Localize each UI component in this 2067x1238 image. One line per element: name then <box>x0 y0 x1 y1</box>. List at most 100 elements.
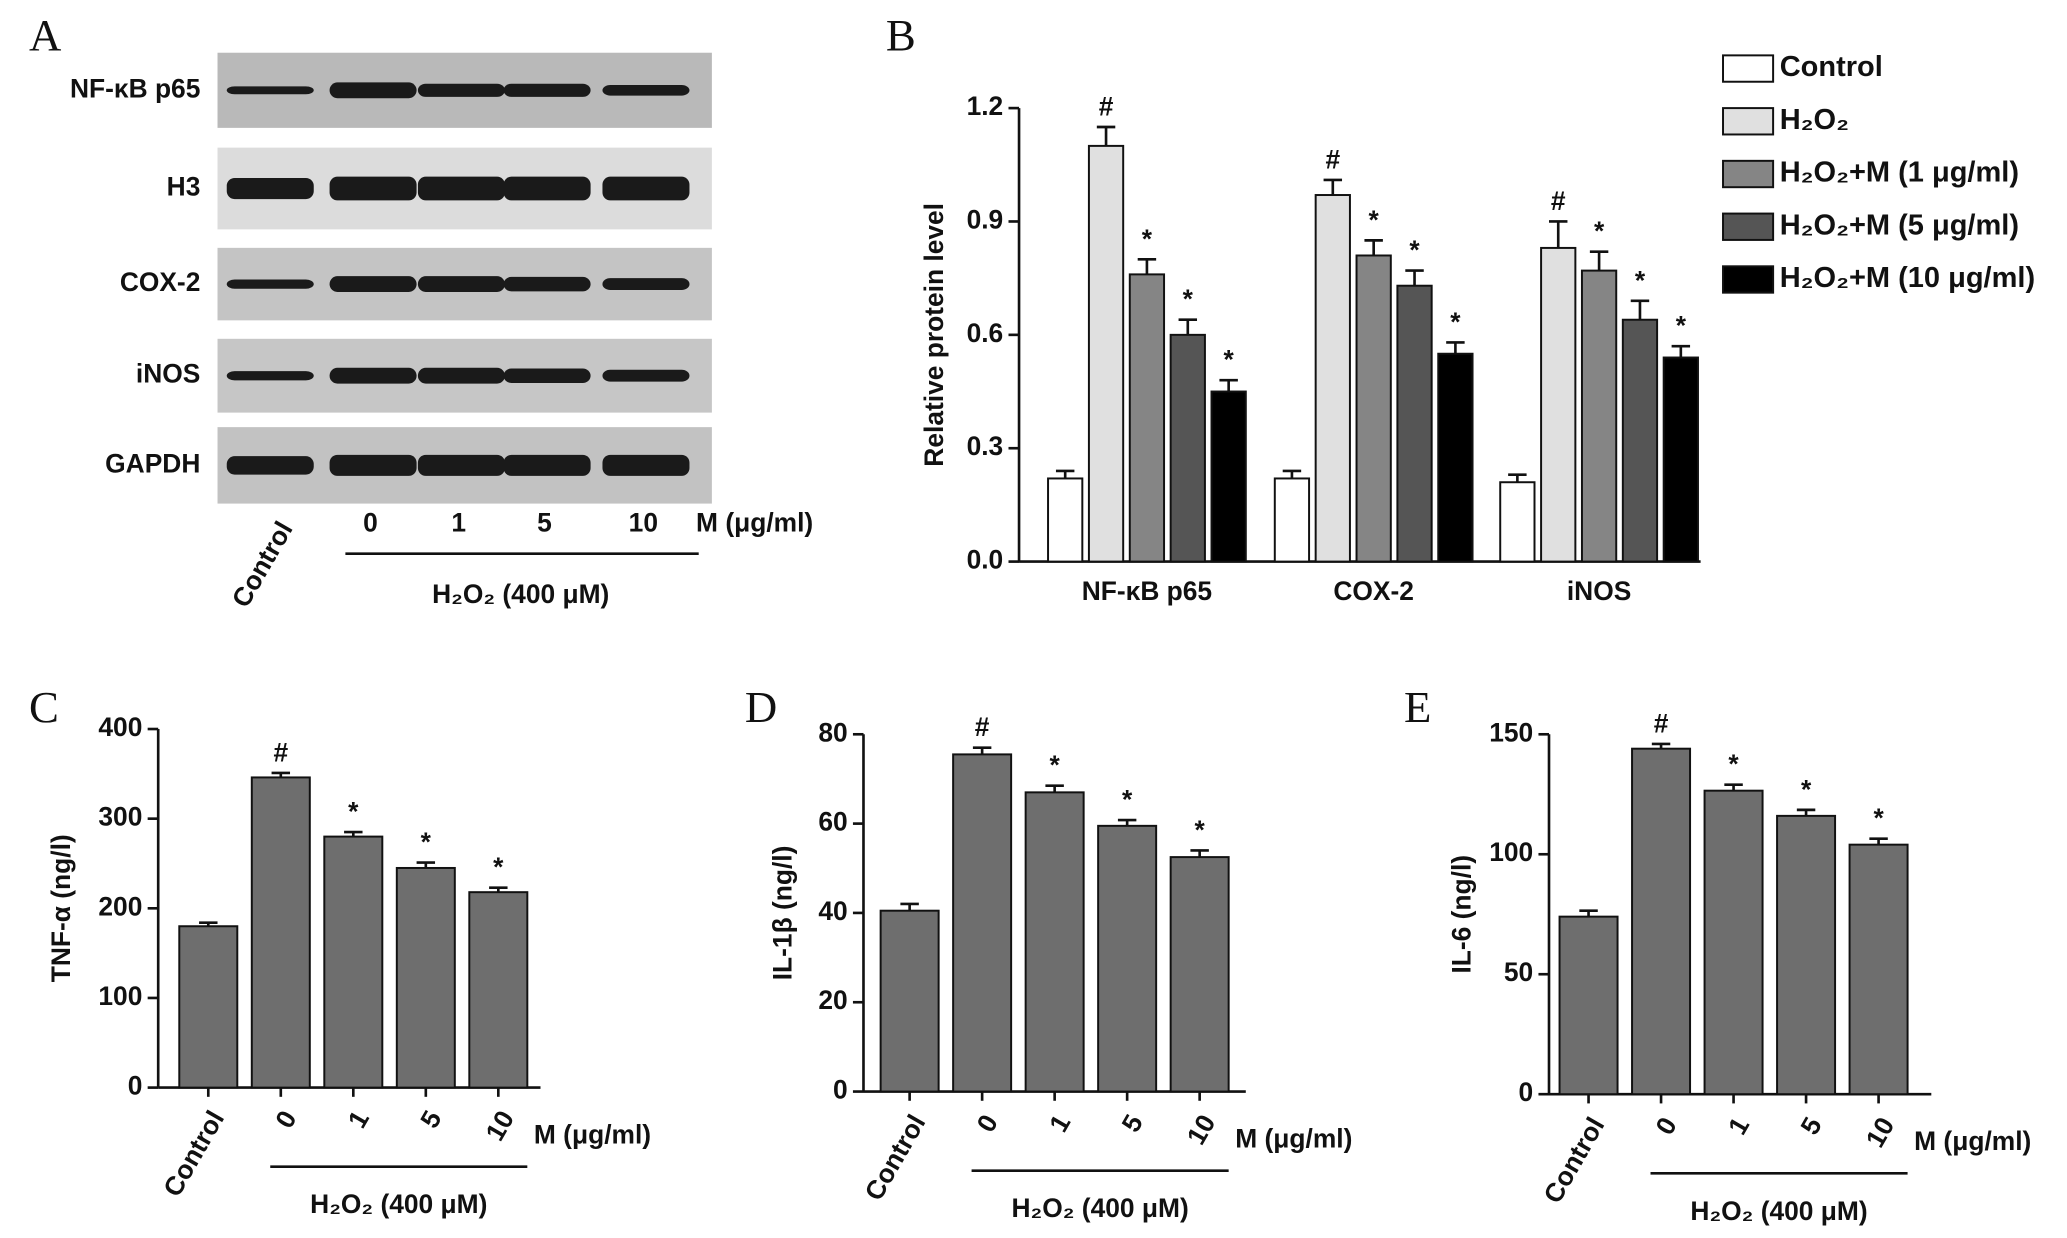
x-tick-label: 1 <box>1043 1109 1076 1137</box>
bar <box>1047 477 1084 563</box>
error-bar <box>1549 220 1568 248</box>
legend-label: H₂O₂ <box>1780 104 1849 136</box>
bar <box>1024 791 1085 1093</box>
blot-lane-label: 5 <box>537 508 552 538</box>
error-bar <box>1796 808 1816 816</box>
blot-band <box>226 371 314 381</box>
y-tick-label: 40 <box>818 896 847 926</box>
x-tick-label: COX-2 <box>1333 576 1414 606</box>
bar <box>1169 333 1206 563</box>
bar <box>1210 390 1247 563</box>
error-bar <box>1178 318 1198 335</box>
y-tick-label: 200 <box>98 891 142 921</box>
blot-row-label: GAPDH <box>105 448 200 478</box>
panel-letter: A <box>29 10 62 60</box>
x-unit: M (μg/ml) <box>534 1119 651 1149</box>
blot-band <box>417 83 505 97</box>
y-tick-label: 300 <box>98 802 142 832</box>
significance-mark: * <box>1728 749 1739 779</box>
y-tick-label: 0.0 <box>967 545 1004 575</box>
error-bar <box>1055 469 1075 479</box>
y-tick-label: 0 <box>1519 1077 1534 1107</box>
bar <box>1621 318 1659 563</box>
x-tick-label: 10 <box>1181 1109 1222 1149</box>
bar <box>879 909 940 1093</box>
group-label: H₂O₂ (400 μM) <box>310 1189 487 1219</box>
x-unit: M (μg/ml) <box>1914 1126 2031 1156</box>
blot-band <box>503 276 591 292</box>
significance-mark: * <box>1409 235 1420 265</box>
figure-content: A NF-κB p65 H3 COX-2 iNOS GAPDH Control 0 1 5 10 M … <box>29 10 2035 1226</box>
blot-row-label: iNOS <box>136 359 200 389</box>
group-label: H₂O₂ (400 μM) <box>1690 1196 1867 1226</box>
blot-band <box>503 454 591 476</box>
y-tick-label: 20 <box>818 985 847 1015</box>
legend-label: H₂O₂+M (5 μg/ml) <box>1780 209 2019 241</box>
y-tick-label: 0.3 <box>967 431 1004 461</box>
x-tick-label: NF-κB p65 <box>1082 576 1212 606</box>
panel-letter: C <box>29 682 59 732</box>
blot-lane-label: 10 <box>629 508 658 538</box>
significance-mark: * <box>1142 224 1153 254</box>
significance-mark: * <box>348 797 359 827</box>
blot-band <box>226 86 314 95</box>
error-bar <box>1589 250 1609 271</box>
x-tick-label: 0 <box>971 1109 1004 1137</box>
error-bar <box>1869 837 1888 845</box>
significance-mark: * <box>1183 284 1194 314</box>
blot-band <box>602 369 690 382</box>
blot-band <box>602 454 690 476</box>
blot-band <box>602 176 690 201</box>
y-axis-title: IL-1β (ng/l) <box>767 846 797 981</box>
x-unit: M (μg/ml) <box>1235 1123 1352 1153</box>
error-bar <box>1282 469 1302 479</box>
bar <box>1396 284 1433 563</box>
blot-band <box>329 82 417 99</box>
significance-mark: * <box>421 827 432 857</box>
error-bar <box>1671 344 1691 358</box>
legend-swatch <box>1722 54 1775 83</box>
significance-mark: * <box>1050 750 1061 780</box>
error-bar <box>1096 125 1116 146</box>
legend-swatch <box>1722 159 1775 189</box>
blot-row-label: H3 <box>167 171 201 201</box>
y-tick-label: 50 <box>1504 957 1533 987</box>
y-tick-label: 150 <box>1489 717 1533 747</box>
legend-swatch <box>1722 107 1775 136</box>
bar <box>1169 856 1230 1093</box>
significance-mark: # <box>1325 144 1340 174</box>
blot-band <box>226 456 314 475</box>
significance-mark: # <box>975 712 990 742</box>
blot-band <box>503 83 591 97</box>
blot-band <box>329 367 417 384</box>
y-tick-label: 100 <box>98 981 142 1011</box>
error-bar <box>900 902 919 911</box>
bar <box>1499 481 1536 563</box>
blot-lane-label: Control <box>226 516 299 612</box>
blot-band <box>503 368 591 383</box>
significance-mark: * <box>1873 803 1884 833</box>
group-label: H₂O₂ (400 μM) <box>1012 1193 1189 1223</box>
significance-mark: * <box>493 852 504 882</box>
x-tick-label: 10 <box>1860 1112 1901 1152</box>
blot-band <box>226 279 314 289</box>
x-tick-label: 5 <box>1116 1109 1149 1137</box>
error-bar <box>1364 239 1383 256</box>
blot-band <box>602 85 690 96</box>
significance-mark: # <box>273 737 288 767</box>
y-tick-label: 400 <box>98 712 142 742</box>
error-bar <box>1579 909 1598 917</box>
y-tick-label: 0 <box>128 1071 143 1101</box>
significance-mark: # <box>1551 186 1566 216</box>
error-bar <box>1446 341 1465 354</box>
y-tick-label: 0.9 <box>967 204 1004 234</box>
bar <box>1128 273 1166 563</box>
bar <box>395 866 456 1089</box>
group-label: H₂O₂ (400 μM) <box>432 579 609 609</box>
x-tick-label: 5 <box>414 1105 447 1133</box>
significance-mark: # <box>1099 92 1114 122</box>
significance-mark: * <box>1195 815 1206 845</box>
y-tick-label: 0.6 <box>967 318 1004 348</box>
bar <box>1776 814 1837 1096</box>
bar <box>1273 477 1311 563</box>
